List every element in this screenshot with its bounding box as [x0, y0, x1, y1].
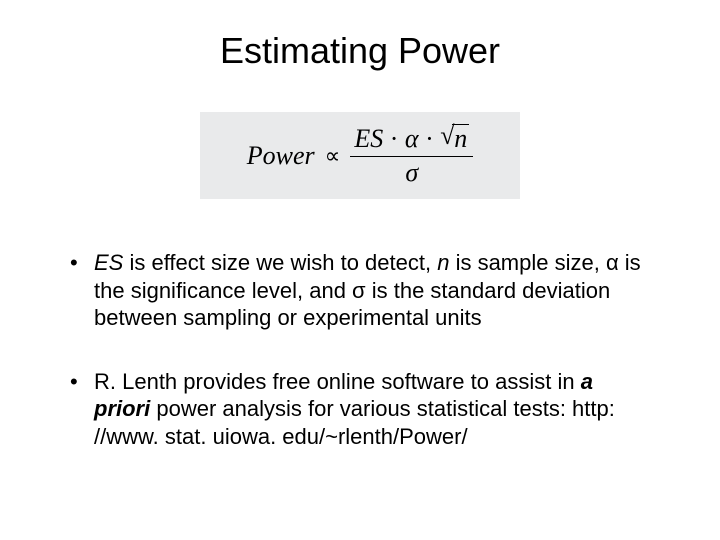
proportional-symbol: ∝ [325, 143, 341, 169]
dot-2: · [425, 124, 434, 153]
bullet-list: ES is effect size we wish to detect, n i… [40, 249, 680, 450]
bullet-2-t1: R. Lenth provides free online software t… [94, 369, 581, 394]
power-formula: Power ∝ ES · α · n σ [218, 124, 502, 187]
bullet-1-n: n [437, 250, 449, 275]
bullet-2: R. Lenth provides free online software t… [70, 368, 650, 451]
bullet-1-es: ES [94, 250, 123, 275]
bullet-2-t2: power analysis for various statistical t… [94, 396, 615, 449]
formula-box: Power ∝ ES · α · n σ [200, 112, 520, 199]
formula-fraction: ES · α · n σ [350, 124, 473, 187]
slide: Estimating Power Power ∝ ES · α · n σ ES… [0, 0, 720, 540]
bullet-1-t1: is effect size we wish to detect, [123, 250, 437, 275]
formula-denominator: σ [401, 157, 422, 188]
formula-numerator: ES · α · n [350, 124, 473, 157]
sqrt-n: n [452, 124, 469, 154]
dot-1: · [390, 124, 399, 153]
formula-lhs: Power [247, 141, 315, 171]
slide-title: Estimating Power [40, 30, 680, 72]
es-symbol: ES [354, 124, 383, 153]
bullet-1: ES is effect size we wish to detect, n i… [70, 249, 650, 332]
alpha-symbol: α [405, 124, 419, 153]
sqrt-icon: n [440, 124, 469, 154]
